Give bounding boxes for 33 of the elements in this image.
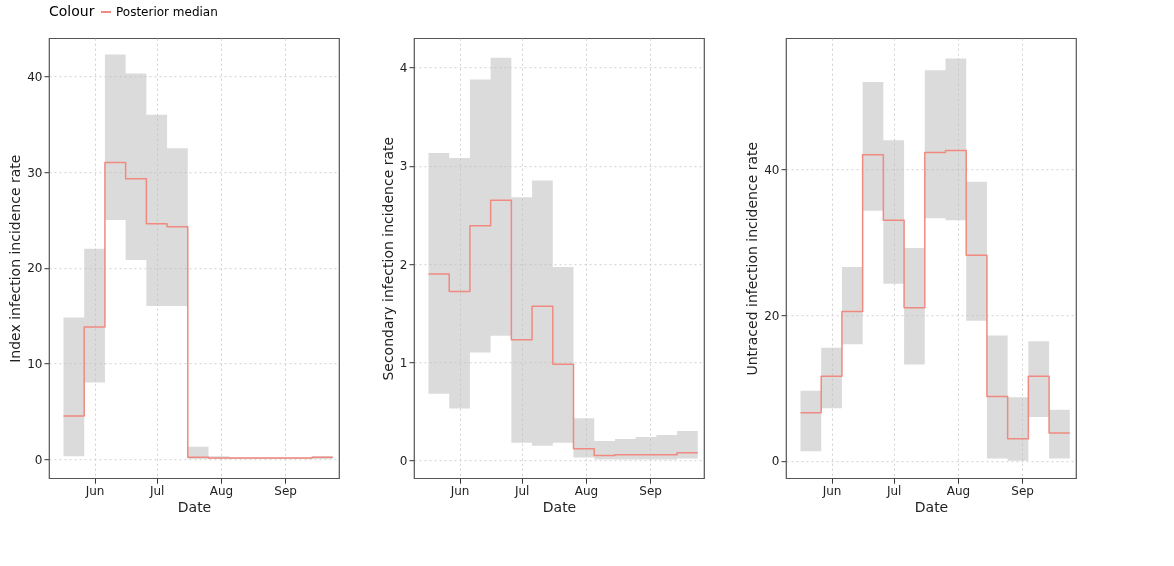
x-tick-label: Jul — [513, 483, 530, 498]
y-tick-label: 30 — [27, 165, 43, 180]
x-tick-label: Sep — [1011, 483, 1034, 498]
y-axis-title: Secondary infection incidence rate — [379, 136, 396, 381]
x-tick-label: Jun — [821, 483, 842, 498]
y-tick-label: 20 — [764, 308, 780, 323]
y-tick-label: 10 — [27, 356, 43, 371]
x-tick-label: Aug — [209, 483, 234, 498]
x-tick-label: Aug — [946, 483, 971, 498]
x-tick-label: Jul — [885, 483, 902, 498]
y-axis-title: Index infection incidence rate — [7, 154, 24, 363]
y-tick-label: 0 — [771, 454, 780, 469]
y-tick-label: 4 — [399, 61, 408, 76]
y-tick-label: 40 — [27, 69, 43, 84]
x-tick-label: Aug — [574, 483, 599, 498]
x-tick-label: Sep — [274, 483, 297, 498]
y-tick-label: 2 — [399, 257, 408, 272]
x-axis-title: Date — [177, 498, 212, 515]
legend-label: Posterior median — [116, 5, 218, 19]
x-axis-title: Date — [542, 498, 577, 515]
y-tick-label: 0 — [34, 452, 43, 467]
y-tick-label: 1 — [399, 355, 408, 370]
x-tick-label: Jul — [148, 483, 165, 498]
x-axis-title: Date — [914, 498, 949, 515]
x-tick-label: Sep — [639, 483, 662, 498]
legend-title: Colour — [49, 3, 95, 19]
y-tick-label: 3 — [399, 159, 408, 174]
y-tick-label: 20 — [27, 261, 43, 276]
y-tick-label: 0 — [399, 454, 408, 469]
x-tick-label: Jun — [84, 483, 105, 498]
x-tick-label: Jun — [449, 483, 470, 498]
y-tick-label: 40 — [764, 162, 780, 177]
y-axis-title: Untraced infection incidence rate — [744, 141, 761, 376]
